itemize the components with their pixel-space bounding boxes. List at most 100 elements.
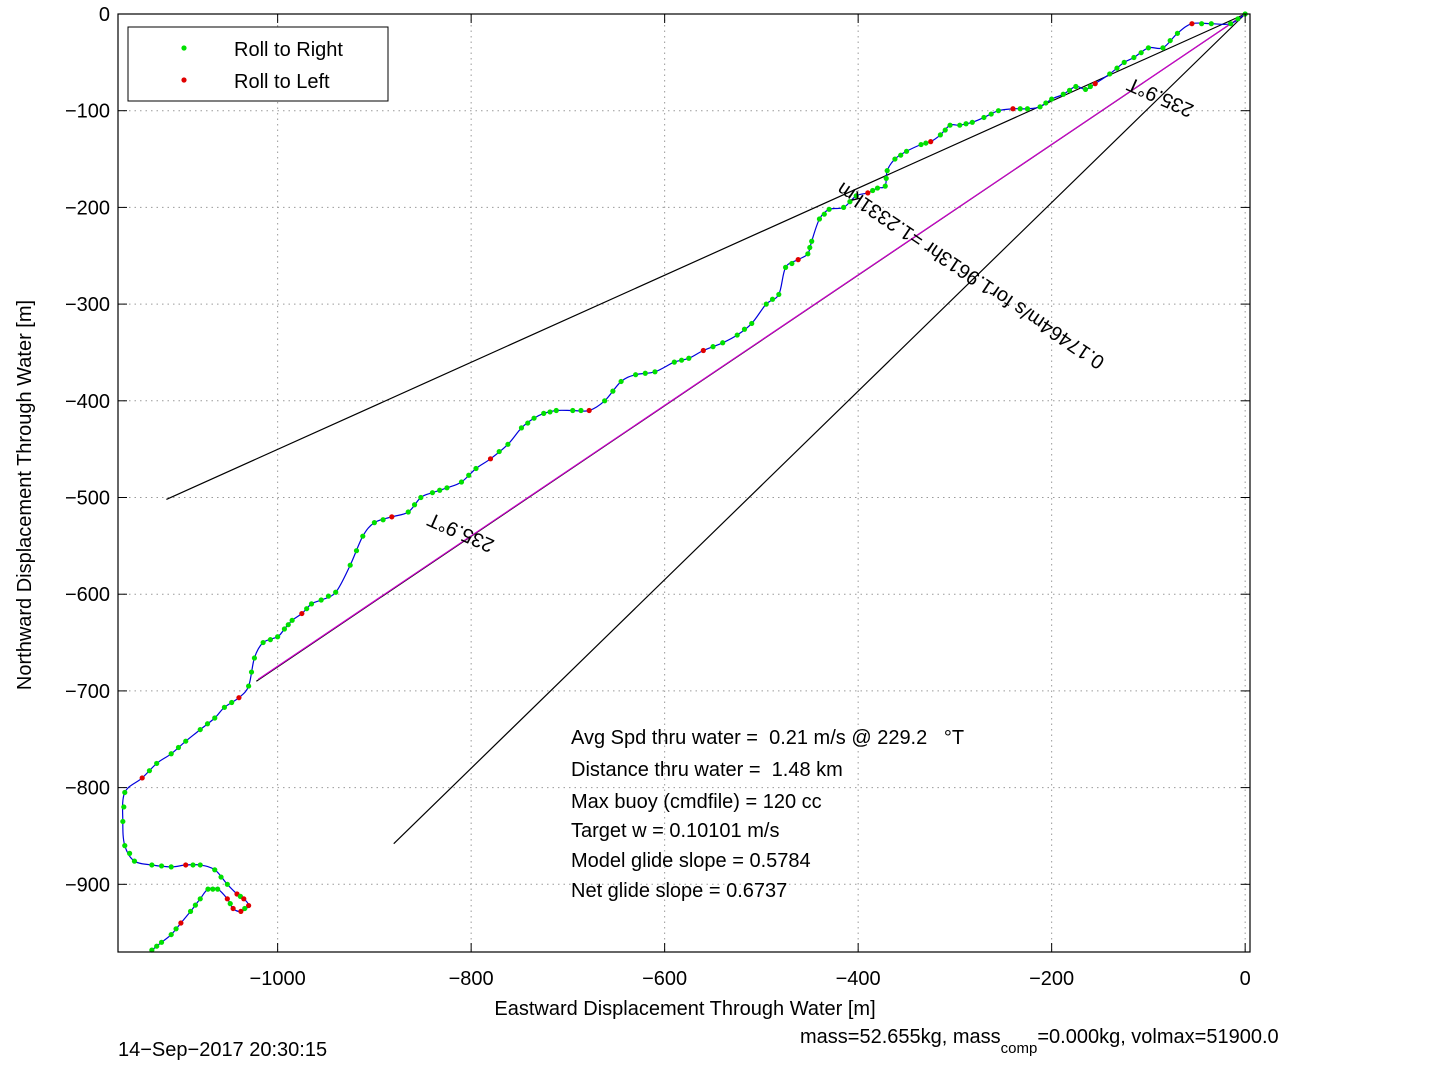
roll-right-marker [618,378,624,385]
roll-right-marker [988,111,994,117]
roll-right-marker [505,441,511,447]
roll-right-marker [1114,65,1120,71]
roll-right-marker [841,204,847,211]
roll-right-marker [1037,104,1043,110]
roll-right-marker [168,931,174,938]
roll-right-marker [1049,96,1055,102]
roll-right-marker [884,168,890,174]
roll-right-marker [1160,45,1166,51]
roll-right-marker [1024,106,1031,112]
roll-right-marker [963,121,969,127]
stats-text: Avg Spd thru water = 0.21 m/s @ 229.2 °T… [571,727,964,902]
roll-right-marker [212,715,218,721]
roll-right-marker [1167,37,1173,44]
roll-right-marker [224,881,230,887]
roll-right-marker [957,122,963,128]
roll-right-marker [741,326,748,332]
roll-right-marker [610,388,616,394]
legend-marker-roll-left [181,77,187,83]
roll-right-marker [127,850,133,856]
y-tick-label: −400 [65,391,110,413]
roll-right-marker [121,804,127,810]
stat-net-glide-slope: Net glide slope = 0.6737 [571,880,787,902]
roll-right-marker [1017,106,1023,112]
roll-right-marker [602,398,608,404]
roll-left-marker [389,514,395,520]
annotations: 235.9°T 0.17464m/s for1.9613hr =1.2331km 2… [424,73,1197,557]
y-tick-label: −600 [65,584,110,606]
roll-right-marker [847,199,853,205]
roll-right-marker [325,593,332,599]
stat-distance: Distance thru water = 1.48 km [571,759,843,781]
x-tick-label: −600 [642,968,687,990]
stat-model-glide-slope: Model glide slope = 0.5784 [571,850,811,872]
roll-right-marker [981,114,987,121]
roll-right-marker [444,485,450,491]
roll-right-marker [168,751,174,757]
roll-left-marker [1010,106,1016,112]
roll-right-marker [903,148,910,154]
line-annotation: 235.9°T [1124,73,1197,122]
y-tick-label: 0 [99,4,110,26]
roll-right-marker [734,332,740,338]
roll-right-marker [380,517,386,523]
x-tick-label: −1000 [250,968,306,990]
roll-right-marker [1082,86,1089,93]
roll-right-marker [541,410,547,416]
roll-right-marker [918,141,924,148]
roll-right-marker [197,862,203,868]
roll-right-marker [789,260,795,267]
roll-right-marker [678,357,685,363]
roll-right-marker [347,562,353,568]
roll-right-marker [281,626,288,632]
roll-right-marker [969,119,975,125]
line-annotation: 0.17464m/s for1.9613hr =1.2331km [833,177,1108,373]
roll-right-marker [197,726,203,733]
roll-right-marker [1199,21,1205,27]
y-tick-label: −800 [65,778,110,800]
legend-label-roll-left: Roll to Left [234,71,330,93]
roll-right-marker [210,886,216,892]
roll-right-marker [289,617,295,623]
roll-right-marker [158,939,165,945]
x-axis-label: Eastward Displacement Through Water [m] [494,998,875,1020]
roll-right-marker [937,132,943,138]
roll-right-marker [122,789,128,796]
roll-right-marker [212,867,218,873]
mass-subscript: comp [1001,1040,1038,1057]
roll-right-marker [260,639,266,646]
stat-max-buoy: Max buoy (cmdfile) = 120 cc [571,791,822,813]
roll-left-marker [700,347,706,354]
roll-right-marker [531,415,537,421]
roll-right-marker [642,370,648,376]
roll-left-marker [230,905,236,912]
roll-right-marker [308,601,315,607]
roll-right-marker [942,127,948,133]
roll-right-marker [1073,83,1079,90]
roll-right-marker [149,947,155,953]
roll-right-marker [411,502,418,508]
roll-right-marker [154,760,160,767]
y-tick-label: −200 [65,197,110,219]
roll-left-marker [178,920,184,926]
roll-right-marker [870,187,876,194]
roll-right-marker [221,704,228,710]
roll-left-marker [1189,21,1195,27]
roll-left-marker [1092,81,1098,87]
roll-left-marker [241,896,247,902]
roll-right-marker [251,655,258,661]
roll-right-marker [1066,87,1073,93]
roll-right-marker [807,244,813,251]
mass-info: mass=52.655kg, masscomp=0.000kg, volmax=… [800,1026,1279,1057]
roll-right-marker [192,902,199,908]
roll-left-marker [928,139,934,145]
reference-lines [166,13,1246,845]
roll-right-marker [229,699,235,706]
y-axis-label: Northward Displacement Through Water [m] [14,300,36,690]
roll-right-marker [246,683,252,689]
roll-right-marker [1145,45,1152,51]
roll-right-marker [466,472,472,478]
roll-left-marker [865,190,871,196]
roll-right-marker [205,886,211,892]
